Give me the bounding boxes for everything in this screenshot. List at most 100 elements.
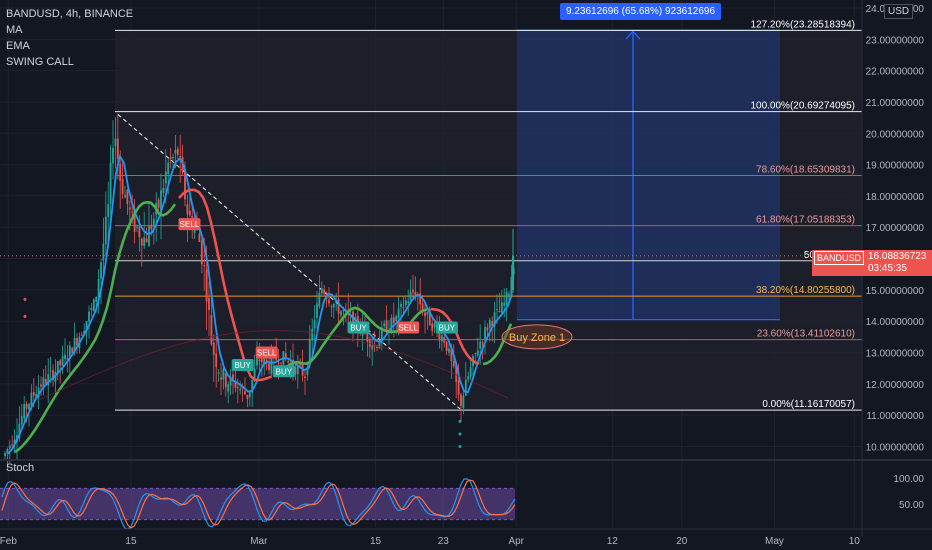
signal-label: BUY <box>350 323 367 332</box>
candle <box>496 309 498 311</box>
stoch-tick-label: 50.00 <box>899 500 924 511</box>
signal-label: SELL <box>257 349 277 358</box>
candle <box>452 361 455 367</box>
candle <box>140 238 143 246</box>
grid-lines <box>0 0 862 527</box>
candle <box>236 386 239 388</box>
candle <box>126 189 129 204</box>
candle <box>493 312 496 327</box>
candle <box>256 358 258 366</box>
candle <box>320 288 323 294</box>
candle <box>133 208 136 232</box>
candle <box>395 316 398 322</box>
candle <box>83 330 86 335</box>
candle <box>270 355 273 374</box>
candle <box>328 299 330 304</box>
candle <box>316 303 318 318</box>
candle <box>164 171 167 184</box>
candle <box>438 329 441 340</box>
candle <box>179 156 182 158</box>
candle <box>294 367 297 375</box>
buy-zone-label: Buy Zone 1 <box>509 332 565 344</box>
buy-signal <box>435 321 458 334</box>
candle <box>251 379 254 393</box>
candle <box>184 168 186 200</box>
candle <box>174 149 177 154</box>
candle <box>215 353 218 368</box>
current-price-tag: BANDUSD 16.08836723 03:45:35 <box>812 250 932 276</box>
candle <box>71 347 74 354</box>
y-tick-label: 10.00000000 <box>866 442 925 453</box>
fib-label: 127.20%(23.28518394) <box>750 19 855 30</box>
candle <box>318 293 321 307</box>
candle <box>248 392 251 398</box>
candle <box>92 299 95 311</box>
candle <box>200 240 203 265</box>
candle <box>246 394 249 399</box>
candle <box>6 449 9 454</box>
x-tick-label: 12 <box>607 536 619 547</box>
candle <box>433 323 436 328</box>
candle <box>169 157 172 159</box>
x-tick-label: Apr <box>508 536 524 547</box>
candle <box>112 147 114 164</box>
candle <box>512 255 514 290</box>
x-tick-label: 23 <box>438 536 450 547</box>
fib-label: 0.00%(11.16170057) <box>762 399 855 410</box>
candle <box>61 356 64 366</box>
candle <box>203 265 206 267</box>
candle <box>8 445 11 449</box>
stoch-tick-label: 100.00 <box>893 474 924 485</box>
candle <box>49 370 52 372</box>
y-tick-label: 22.00000000 <box>866 67 925 78</box>
candle <box>85 321 88 331</box>
stoch-label[interactable]: Stoch <box>6 462 35 474</box>
candle <box>227 384 230 392</box>
candle <box>66 358 69 360</box>
ma-line-segment <box>482 323 513 366</box>
candle <box>448 348 450 353</box>
candle <box>253 368 256 381</box>
indicator-ema[interactable]: EMA <box>6 40 30 52</box>
y-tick-label: 14.00000000 <box>866 317 925 328</box>
candle <box>464 379 467 396</box>
candle <box>508 293 510 296</box>
candle <box>52 370 54 380</box>
candle <box>102 243 105 261</box>
candle <box>342 310 345 312</box>
candle <box>97 278 100 298</box>
fib-label: 61.80%(17.05188353) <box>756 215 855 226</box>
candle <box>148 225 150 247</box>
candle <box>40 384 42 387</box>
candle <box>308 339 311 365</box>
candle <box>162 188 165 193</box>
candle <box>330 306 333 308</box>
candle <box>124 194 126 198</box>
signal-dot <box>23 314 27 318</box>
candle <box>498 311 501 313</box>
symbol-title[interactable]: BANDUSD, 4h, BINANCE <box>6 8 134 20</box>
candle <box>460 394 462 407</box>
candle <box>431 323 434 331</box>
indicator-ma[interactable]: MA <box>6 24 23 36</box>
candle <box>404 300 407 306</box>
candle <box>486 327 489 331</box>
candle <box>222 368 225 380</box>
candle <box>150 224 153 230</box>
candle <box>366 331 369 342</box>
candle <box>88 311 90 322</box>
indicator-swing-call[interactable]: SWING CALL <box>6 56 74 68</box>
candle <box>104 216 107 245</box>
candle <box>188 210 191 216</box>
candle <box>119 163 122 181</box>
candle <box>409 292 412 300</box>
candle <box>131 211 134 213</box>
candle <box>371 345 374 350</box>
candle <box>54 371 57 382</box>
signal-dot <box>458 432 462 436</box>
currency-badge[interactable]: USD <box>884 4 914 19</box>
candle <box>474 352 477 354</box>
candle <box>476 350 479 356</box>
candle <box>11 444 14 446</box>
